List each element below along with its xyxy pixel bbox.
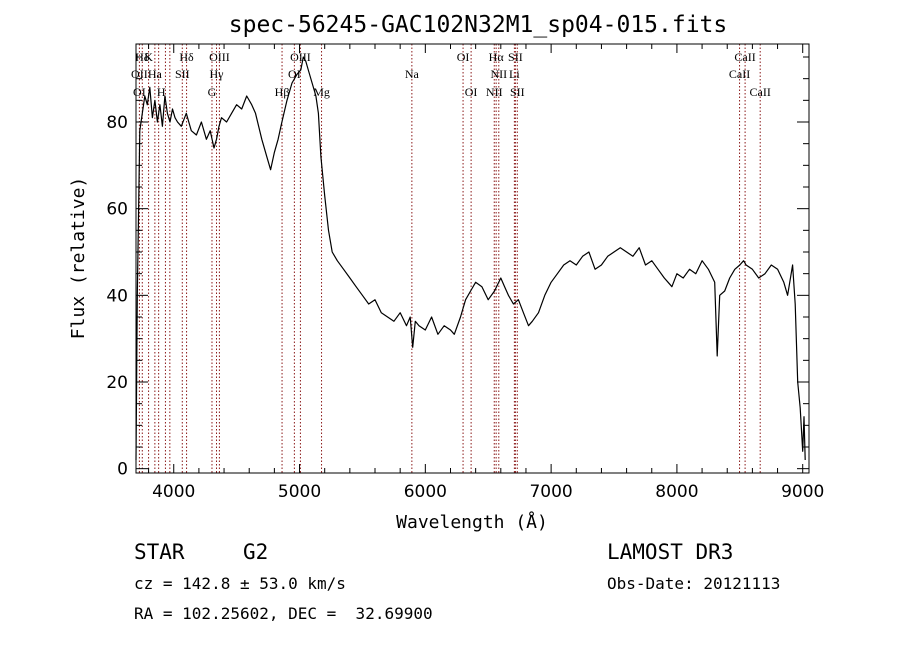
line-label-16: OI xyxy=(457,50,470,64)
chart-title: spec-56245-GAC102N32M1_sp04-015.fits xyxy=(229,12,728,38)
line-label-3: OII xyxy=(131,67,148,81)
spectrum-line xyxy=(135,56,806,461)
line-label-1: K xyxy=(144,50,153,64)
y-tick-label-4: 80 xyxy=(106,113,128,133)
ra-dec: RA = 102.25602, DEC = 32.69900 xyxy=(134,604,433,623)
line-label-9: Hγ xyxy=(210,67,225,81)
x-tick-label-4: 8000 xyxy=(655,482,698,502)
line-label-8: OIII xyxy=(209,50,230,64)
x-tick-label-3: 7000 xyxy=(529,482,572,502)
line-label-7: H xyxy=(157,85,166,99)
line-label-20: NII xyxy=(490,67,507,81)
line-label-11: OIII xyxy=(290,50,311,64)
obs-date: Obs-Date: 20121113 xyxy=(607,574,781,593)
y-tick-label-3: 60 xyxy=(106,200,128,220)
cz-value: cz = 142.8 ± 53.0 km/s xyxy=(134,574,346,593)
line-label-26: CaII xyxy=(750,85,771,99)
x-tick-label-0: 4000 xyxy=(152,482,195,502)
object-subclass: G2 xyxy=(243,540,269,564)
emission-line-markers xyxy=(138,44,761,473)
line-label-6: OI xyxy=(133,85,146,99)
line-label-13: Hβ xyxy=(275,85,290,99)
y-axis-label: Flux (relative) xyxy=(68,177,89,340)
line-label-17: OI xyxy=(465,85,478,99)
plot-frame xyxy=(135,43,810,474)
line-label-0: Hδ xyxy=(135,50,150,64)
object-class: STAR xyxy=(134,540,185,564)
line-label-10: G xyxy=(208,85,217,99)
x-axis-label: Wavelength (Å) xyxy=(396,511,548,533)
line-label-18: Hα xyxy=(489,50,505,64)
y-tick-label-0: 0 xyxy=(117,460,128,480)
line-label-15: Na xyxy=(405,67,420,81)
line-label-23: SII xyxy=(510,85,525,99)
y-axis-ticks: 0 20 40 60 80 xyxy=(106,56,809,480)
x-tick-label-1: 5000 xyxy=(278,482,321,502)
x-axis-ticks: 4000 5000 6000 7000 8000 9000 xyxy=(148,44,824,502)
x-tick-label-2: 6000 xyxy=(404,482,447,502)
y-tick-label-1: 20 xyxy=(106,373,128,393)
line-label-5: SII xyxy=(175,67,190,81)
line-label-25: CaII xyxy=(729,67,750,81)
y-tick-label-2: 40 xyxy=(106,286,128,306)
line-label-24: CaII xyxy=(734,50,755,64)
x-tick-label-5: 9000 xyxy=(781,482,824,502)
line-label-21: Li xyxy=(509,67,520,81)
line-label-12: OI xyxy=(288,67,301,81)
line-label-4: Ha xyxy=(148,67,163,81)
line-label-19: SII xyxy=(508,50,523,64)
line-label-22: NII xyxy=(486,85,503,99)
line-label-2: Hδ xyxy=(179,50,194,64)
survey-name: LAMOST DR3 xyxy=(607,540,734,564)
line-label-14: Mg xyxy=(313,85,330,99)
